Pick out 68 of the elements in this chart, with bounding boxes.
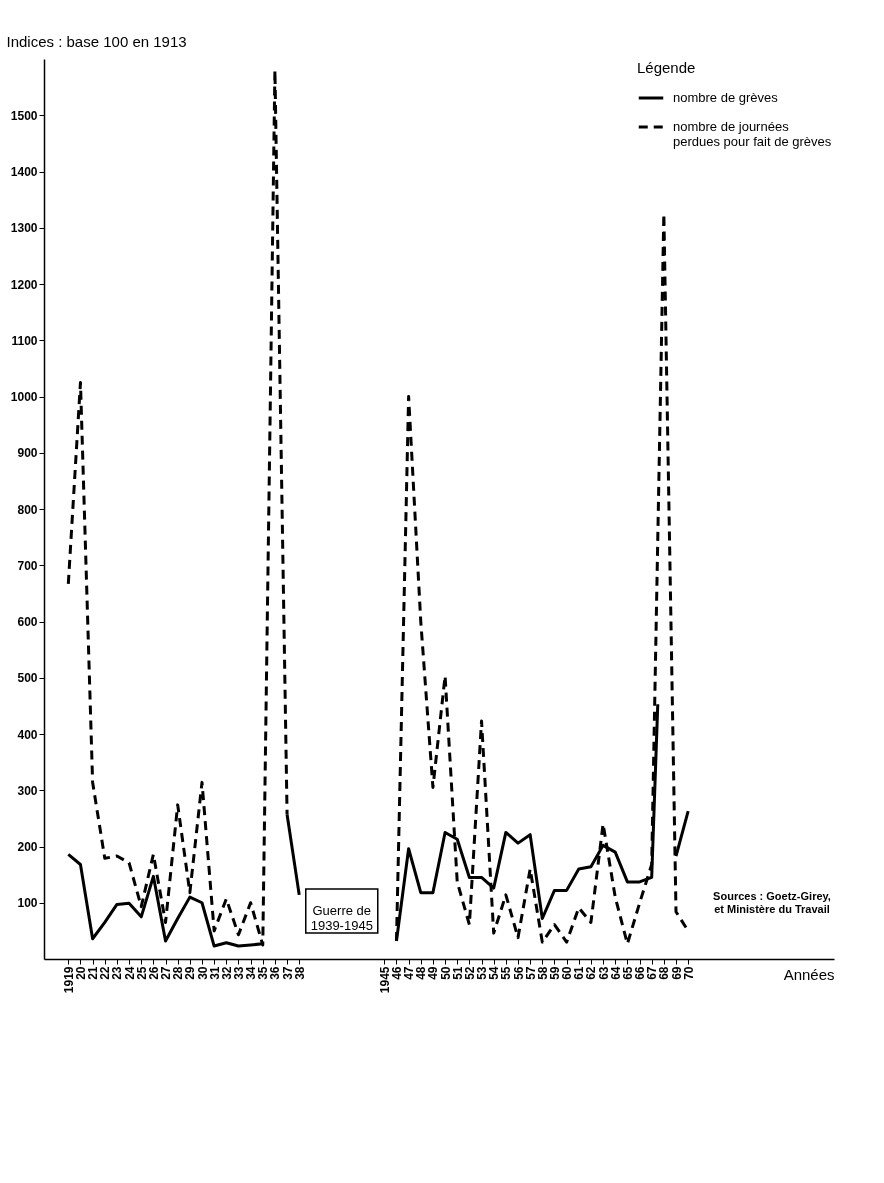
x-tick-label: 48 [414,966,429,980]
x-tick-label: 38 [292,966,307,980]
x-tick-label: 21 [86,966,101,980]
y-tick-label: 1000 [10,390,38,404]
x-tick-label: 61 [572,966,587,980]
y-tick-label: 900 [17,446,38,461]
x-tick-label: 58 [535,966,550,980]
x-axis-title: Années [783,965,835,983]
x-tick-label: 53 [475,966,490,980]
y-tick-label: 500 [17,671,38,686]
legend-title: Légende [637,59,696,76]
x-tick-label: 24 [122,966,137,980]
x-tick-label: 35 [256,966,271,980]
x-tick-label: 50 [438,966,453,980]
x-tick-label: 25 [134,966,149,980]
x-tick-label: 55 [499,966,514,980]
x-tick-label: 56 [511,966,526,980]
x-tick-label: 60 [560,966,575,980]
x-tick-label: 23 [110,966,125,980]
x-tick-label: 29 [183,966,198,980]
annotation: Sources : Goetz-Girey, et Ministère du Travail [713,890,831,915]
x-tick-label: 52 [462,966,477,980]
x-tick-label: 65 [620,966,635,980]
x-tick-label: 30 [195,966,210,980]
y-tick-label: 100 [17,896,38,911]
x-tick-label: 26 [146,966,161,980]
x-tick-label: 22 [98,966,113,980]
x-tick-label: 33 [231,966,246,980]
x-tick-label: 57 [523,966,538,980]
x-tick-label: 1919 [61,966,76,994]
x-tick-label: 28 [171,966,186,980]
y-tick-label: 200 [17,840,38,854]
y-tick-label: 300 [17,783,38,798]
x-tick-label: 37 [280,966,295,980]
x-tick-label: 31 [207,966,222,980]
y-tick-label: 1100 [11,333,38,348]
x-tick-label: 59 [547,966,562,980]
y-tick-label: 400 [17,727,38,742]
y-tick-label: 600 [17,615,38,629]
y-tick-label: 800 [17,502,38,517]
x-tick-label: 66 [633,966,648,980]
x-tick-label: 70 [681,966,696,980]
x-tick-label: 27 [159,966,174,980]
x-tick-label: 47 [402,966,417,980]
y-tick-label: 1200 [10,277,38,292]
x-tick-label: 1945 [377,966,392,994]
legend-label: nombre de grèves [673,90,779,105]
x-tick-label: 62 [584,966,599,980]
x-tick-label: 68 [657,966,672,980]
x-tick-label: 46 [389,966,404,980]
x-tick-label: 63 [596,966,611,980]
y-tick-label: 1500 [10,108,38,123]
x-tick-label: 64 [608,966,623,980]
x-tick-label: 49 [426,966,441,980]
legend-label: nombre de journées perdues pour fait de grèves [673,119,832,149]
x-tick-label: 69 [669,966,684,980]
x-tick-label: 54 [487,966,502,980]
x-tick-label: 51 [450,966,465,980]
x-tick-label: 20 [73,966,88,980]
x-tick-label: 67 [645,966,660,980]
x-tick-label: 34 [244,966,259,980]
x-tick-label: 32 [219,966,234,980]
y-tick-label: 700 [17,558,38,573]
y-axis-title: Indices : base 100 en 1913 [6,32,187,50]
x-tick-label: 36 [268,966,283,980]
y-tick-label: 1400 [10,165,38,179]
y-tick-label: 1300 [10,221,38,236]
annotation: Guerre de 1939-1945 [310,903,373,933]
